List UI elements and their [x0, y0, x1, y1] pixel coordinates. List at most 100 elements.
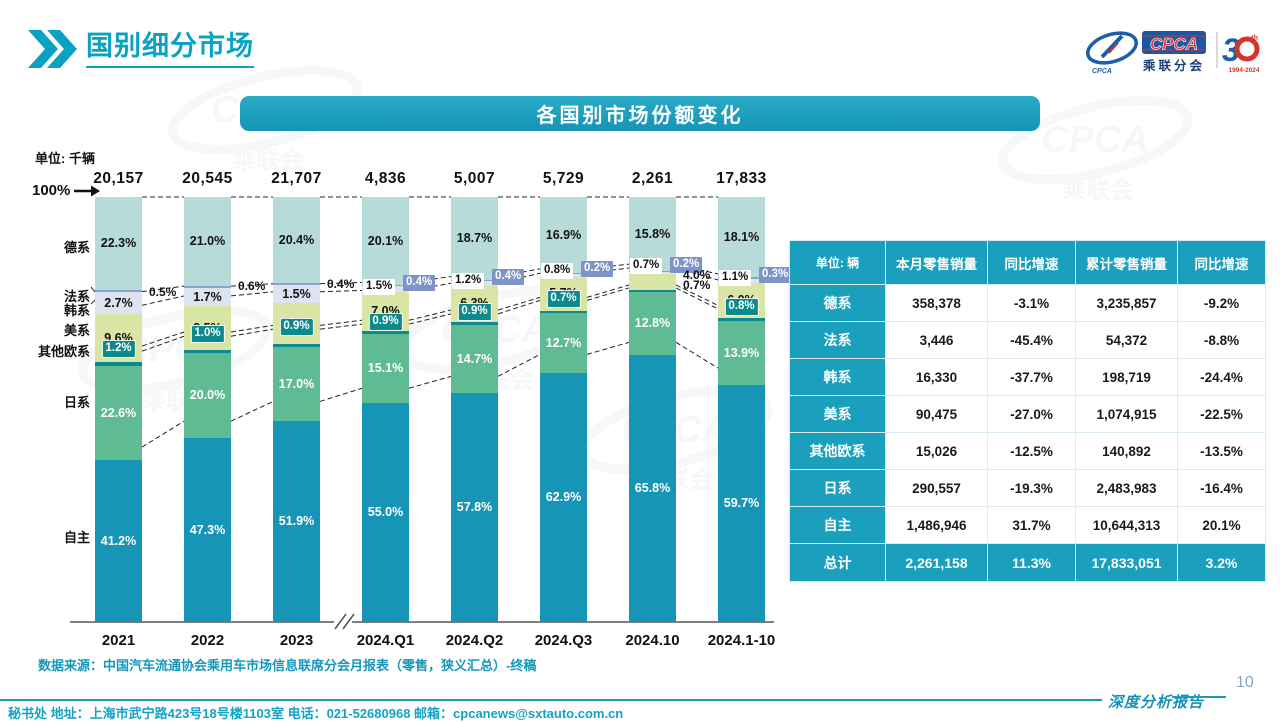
logo-anniversary-3: 3: [1222, 32, 1240, 68]
segment-german: 16.9%: [540, 197, 587, 273]
data-cell: 358,378: [885, 284, 988, 322]
other_eu-label-2022: 1.0%: [191, 326, 224, 343]
row-label-cell: 自主: [789, 506, 886, 544]
row-label-cell: 美系: [789, 395, 886, 433]
bar-total-2024.Q2: 5,007: [453, 170, 496, 187]
data-cell: 10,644,313: [1075, 506, 1178, 544]
segment-label: 20.0%: [189, 388, 226, 403]
table-header-cell: 同比增速: [987, 240, 1076, 285]
korean-label-2024.Q2: 1.2%: [452, 272, 485, 289]
other_eu-label-2023: 0.9%: [280, 319, 313, 336]
segment-label: 62.9%: [545, 490, 582, 505]
stacked-bar-2024.Q3: 16.9%5.7%12.7%62.9%: [540, 197, 587, 622]
row-label-cell: 其他欧系: [789, 432, 886, 470]
bar-total-2024.Q1: 4,836: [364, 170, 407, 187]
segment-other_eu: [629, 289, 676, 293]
segment-label: 20.4%: [278, 232, 315, 247]
data-cell: -3.1%: [987, 284, 1076, 322]
segment-label: 41.2%: [100, 533, 137, 548]
slide-header: 国别细分市场: [28, 24, 254, 68]
svg-text:乘联会: 乘联会: [1061, 176, 1134, 204]
segment-german: 20.1%: [362, 197, 409, 285]
table-header-cell: 累计零售销量: [1075, 240, 1178, 285]
segment-french: [184, 285, 231, 288]
stacked-bar-2024.Q1: 20.1% 7.0% 15.1% 55.0%: [362, 197, 409, 622]
other_eu-label-2024.Q3: 0.7%: [547, 290, 580, 307]
segment-label: 65.8%: [634, 481, 671, 496]
segment-other_eu: [362, 330, 409, 335]
french-label-2022: 0.6%: [238, 279, 266, 294]
series-label-german: 德系: [63, 240, 90, 255]
data-cell: 3,235,857: [1075, 284, 1178, 322]
segment-japanese: 17.0%: [273, 347, 320, 422]
data-cell: 2,483,983: [1075, 469, 1178, 507]
segment-label: 12.8%: [634, 316, 671, 331]
segment-domestic: 57.8%: [451, 392, 498, 622]
segment-label: 15.1%: [367, 361, 404, 376]
segment-label: 7.0%: [371, 304, 400, 319]
data-cell: 2,261,158: [885, 543, 988, 582]
cpca-logo: CPCA CPCA 乘联分会 3 th 1994-2024: [1084, 24, 1262, 81]
segment-japanese: 13.9%: [718, 320, 765, 386]
logo-subtitle: 乘联分会: [1142, 58, 1205, 73]
french-label-2024.10: 0.2%: [670, 256, 703, 273]
stacked-bar-2022: 21.0%1.7%8.5%20.0%47.3%: [184, 197, 231, 622]
x-axis-label-2024.Q3: 2024.Q3: [534, 632, 593, 649]
source-note: 数据来源：中国汽车流通协会乘用车市场信息联席分会月报表（零售，狭义汇总）-终稿: [38, 658, 537, 673]
data-cell: 3,446: [885, 321, 988, 359]
chart-banner-title: 各国别市场份额变化: [240, 96, 1040, 131]
connector-lines: [70, 196, 774, 630]
french-label-2023: 0.4%: [327, 276, 355, 291]
row-label-cell: 韩系: [789, 358, 886, 396]
segment-label: 1.5%: [282, 286, 311, 301]
korean-label-2024.Q1: 1.5%: [363, 279, 396, 296]
table-header-cell: 同比增速: [1177, 240, 1266, 285]
segment-label: 51.9%: [278, 514, 315, 529]
french-label-2024.Q1: 0.4%: [403, 275, 436, 292]
data-cell: 31.7%: [987, 506, 1076, 544]
segment-korean: 1.7%: [184, 287, 231, 307]
table-total-row: 总计 2,261,158 11.3% 17,833,051 3.2%: [789, 543, 1266, 582]
footer-divider: [0, 699, 1102, 701]
segment-american: [629, 274, 676, 290]
segment-japanese: 12.8%: [629, 292, 676, 355]
data-cell: 198,719: [1075, 358, 1178, 396]
bar-total-2022: 20,545: [182, 170, 233, 187]
data-cell: 54,372: [1075, 321, 1178, 359]
bar-total-2024.Q3: 5,729: [542, 170, 585, 187]
data-cell: 11.3%: [987, 543, 1076, 582]
x-axis-label-2024.Q1: 2024.Q1: [356, 632, 415, 649]
segment-label: 20.1%: [367, 233, 404, 248]
share-chart: 100% 22.3% 2.7% 9.6% 22.6% 41.2% 0.5% 1.2% 20,1…: [30, 150, 805, 660]
segment-german: 20.4%: [273, 197, 320, 284]
stacked-bar-2024.Q2: 18.7%6.3%14.7%57.8%: [451, 197, 498, 622]
double-chevron-icon: [28, 30, 77, 68]
korean-label-2024.Q3: 0.8%: [541, 263, 574, 280]
other_eu-label-2024.Q2: 0.9%: [458, 303, 491, 320]
table-header-cell: 单位: 辆: [789, 240, 886, 285]
sales-table: 单位: 辆本月零售销量 同比增速 累计零售销量 同比增速 德系 358,378 -3.1%…: [789, 240, 1266, 582]
data-cell: 15,026: [885, 432, 988, 470]
table-row: 日系 290,557 -19.3% 2,483,983 -16.4%: [789, 469, 1266, 507]
data-cell: 3.2%: [1177, 543, 1266, 582]
svg-text:乘联会: 乘联会: [231, 146, 304, 174]
table-row: 自主 1,486,946 31.7% 10,644,313 20.1%: [789, 506, 1266, 544]
segment-label: 47.3%: [189, 522, 226, 537]
row-label-cell: 法系: [789, 321, 886, 359]
series-label-korean: 韩系: [63, 303, 90, 318]
data-cell: -8.8%: [1177, 321, 1266, 359]
korean-label-2024.10: 0.7%: [630, 258, 663, 275]
segment-korean: 2.7%: [95, 292, 142, 315]
stacked-bar-2024.1-10: 18.1%6.0%13.9%59.7%: [718, 197, 765, 622]
stacked-bar-2024.10: 15.8% 12.8% 65.8%: [629, 197, 676, 622]
data-cell: -9.2%: [1177, 284, 1266, 322]
american-label-2024.10: 4.0%: [683, 268, 711, 283]
segment-other_eu: [95, 361, 142, 366]
data-cell: -27.0%: [987, 395, 1076, 433]
x-axis-label-2024.10: 2024.10: [625, 632, 680, 649]
data-cell: 140,892: [1075, 432, 1178, 470]
other_eu-label-2024.Q1: 0.9%: [369, 314, 402, 331]
segment-label: 57.8%: [456, 500, 493, 515]
series-label-other_eu: 其他欧系: [37, 344, 90, 359]
data-cell: -16.4%: [1177, 469, 1266, 507]
